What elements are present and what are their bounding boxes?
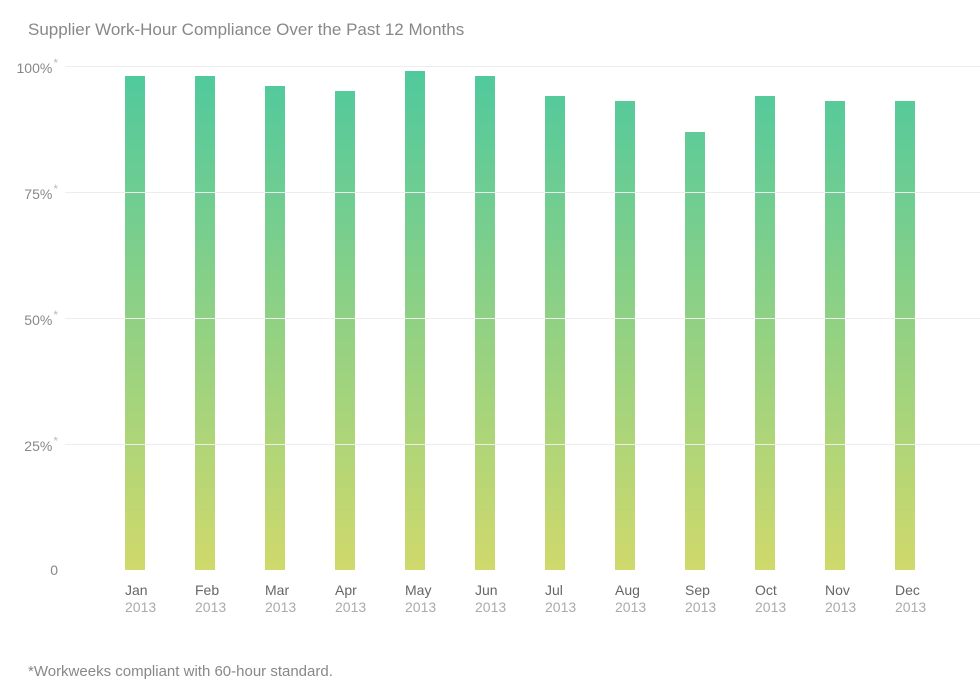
x-axis-label: Oct2013 xyxy=(755,582,786,616)
y-axis-label: 25%* xyxy=(24,434,58,454)
x-axis-label: Apr2013 xyxy=(335,582,366,616)
bar xyxy=(755,96,775,570)
chart-title: Supplier Work-Hour Compliance Over the P… xyxy=(28,20,464,40)
x-axis-label: Mar2013 xyxy=(265,582,296,616)
chart-plot-area xyxy=(65,66,980,570)
gridline xyxy=(65,444,980,445)
bar xyxy=(615,101,635,570)
bar xyxy=(895,101,915,570)
x-axis-label: Feb2013 xyxy=(195,582,226,616)
x-axis-label: Sep2013 xyxy=(685,582,716,616)
gridline xyxy=(65,192,980,193)
x-axis-label: Nov2013 xyxy=(825,582,856,616)
y-axis-label: 100%* xyxy=(17,56,58,76)
bar xyxy=(475,76,495,570)
y-axis-label: 0 xyxy=(50,562,58,578)
bar xyxy=(405,71,425,570)
x-axis-label: Aug2013 xyxy=(615,582,646,616)
bar xyxy=(335,91,355,570)
bar xyxy=(545,96,565,570)
bar xyxy=(825,101,845,570)
gridline xyxy=(65,66,980,67)
bar xyxy=(685,132,705,570)
footnote: *Workweeks compliant with 60-hour standa… xyxy=(28,663,333,680)
gridline xyxy=(65,318,980,319)
bar xyxy=(265,86,285,570)
y-axis-label: 50%* xyxy=(24,308,58,328)
x-axis-label: Jan2013 xyxy=(125,582,156,616)
x-axis-label: Jun2013 xyxy=(475,582,506,616)
x-axis-label: Dec2013 xyxy=(895,582,926,616)
bar xyxy=(125,76,145,570)
y-axis-label: 75%* xyxy=(24,182,58,202)
bar xyxy=(195,76,215,570)
x-axis-label: May2013 xyxy=(405,582,436,616)
x-axis-label: Jul2013 xyxy=(545,582,576,616)
